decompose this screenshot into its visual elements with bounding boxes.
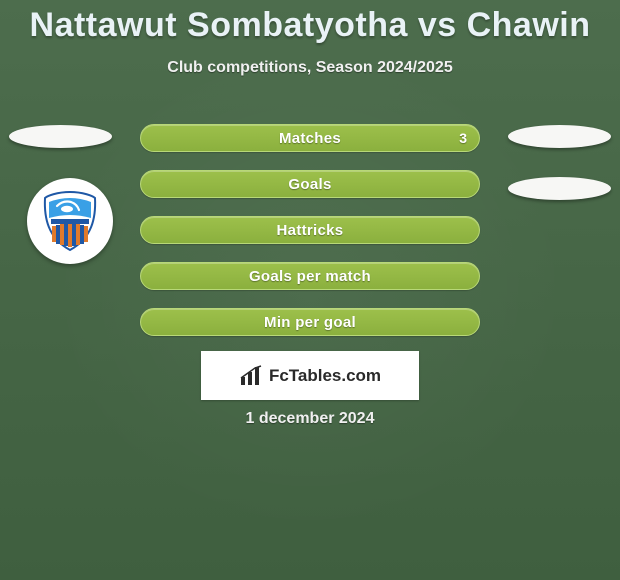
right-player-name-placeholder <box>508 125 611 148</box>
left-club-crest <box>27 178 113 264</box>
subtitle: Club competitions, Season 2024/2025 <box>0 59 620 77</box>
shield-icon <box>37 188 103 254</box>
left-player-name-placeholder <box>9 125 112 148</box>
stat-label: Goals per match <box>249 268 371 285</box>
bars-icon <box>239 365 265 387</box>
stat-label: Matches <box>279 130 341 147</box>
stat-label: Min per goal <box>264 314 356 331</box>
stat-row-hattricks: Hattricks <box>140 216 480 244</box>
page-title: Nattawut Sombatyotha vs Chawin <box>0 0 620 45</box>
brand-panel[interactable]: FcTables.com <box>201 351 419 400</box>
stat-label: Hattricks <box>277 222 344 239</box>
stat-label: Goals <box>288 176 331 193</box>
stat-right-value: 3 <box>459 125 467 151</box>
stat-row-goals-per-match: Goals per match <box>140 262 480 290</box>
right-club-placeholder <box>508 177 611 200</box>
stats-container: Matches 3 Goals Hattricks Goals per matc… <box>140 124 480 354</box>
stat-row-matches: Matches 3 <box>140 124 480 152</box>
stat-row-goals: Goals <box>140 170 480 198</box>
date-label: 1 december 2024 <box>0 410 620 428</box>
brand-text: FcTables.com <box>269 366 381 386</box>
brand-logo: FcTables.com <box>239 365 381 387</box>
stat-row-min-per-goal: Min per goal <box>140 308 480 336</box>
